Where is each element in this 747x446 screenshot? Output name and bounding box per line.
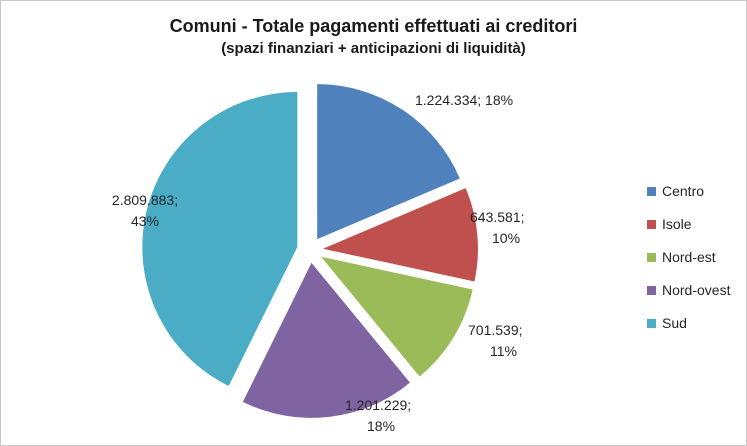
legend-swatch-sud (647, 318, 656, 328)
legend-swatch-centro (647, 186, 656, 196)
chart-legend: Centro Isole Nord-est Nord-ovest Sud (647, 180, 730, 345)
pie-slice-isole (322, 188, 478, 282)
legend-swatch-nord-est (647, 252, 656, 262)
legend-label-nord-est: Nord-est (662, 249, 716, 265)
legend-label-isole: Isole (662, 216, 692, 232)
legend-swatch-isole (647, 219, 656, 229)
data-label-isole: 643.581; 10% (470, 209, 525, 246)
pie-slice-centro (317, 84, 460, 240)
pie-slice-sud (142, 92, 298, 387)
legend-item-centro: Centro (647, 180, 730, 202)
legend-label-sud: Sud (662, 315, 687, 331)
pie-slice-nord-ovest (242, 262, 410, 418)
data-label-sud: 2.809.883; 43% (112, 192, 178, 229)
legend-item-sud: Sud (647, 312, 730, 334)
legend-item-nord-est: Nord-est (647, 246, 730, 268)
legend-label-centro: Centro (662, 183, 705, 199)
legend-swatch-nord-ovest (647, 285, 656, 295)
legend-item-isole: Isole (647, 213, 730, 235)
legend-label-nord-ovest: Nord-ovest (662, 282, 731, 298)
chart-title: Comuni - Totale pagamenti effettuati ai … (169, 16, 578, 36)
legend-item-nord-ovest: Nord-ovest (647, 279, 730, 301)
pie-slice-nord-est (321, 256, 473, 377)
data-label-centro: 1.224.334; 18% (415, 92, 513, 108)
data-label-nord-est: 701.539; 11% (468, 322, 523, 359)
data-label-nord-ovest: 1.201.229; 18% (345, 397, 411, 434)
chart-subtitle: (spazi finanziari + anticipazioni di liq… (221, 40, 526, 57)
